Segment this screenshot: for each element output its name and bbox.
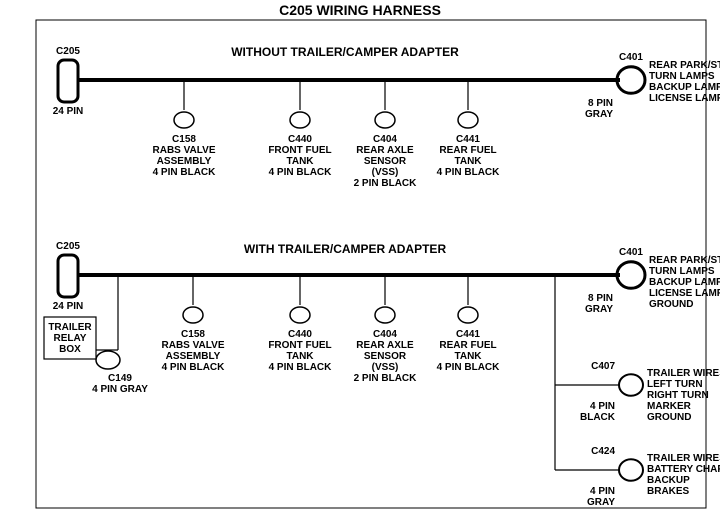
drop-text: TANK <box>454 351 482 362</box>
drop-conn <box>174 112 194 128</box>
drop-id: C158 <box>172 134 196 145</box>
drop-conn <box>375 307 395 323</box>
right-text: LICENSE LAMPS <box>649 93 720 104</box>
drop-text: SENSOR <box>364 351 407 362</box>
relay-box-text: TRAILER <box>48 322 92 333</box>
drop-id: C404 <box>373 134 397 145</box>
drop-id: C441 <box>456 134 480 145</box>
right-text: REAR PARK/STOP <box>649 60 720 71</box>
drop-text: TANK <box>286 351 314 362</box>
drop-text: (VSS) <box>372 362 399 373</box>
right-text: BACKUP LAMPS <box>649 82 720 93</box>
drop-text: REAR FUEL <box>439 145 496 156</box>
branch-text: BACKUP <box>647 475 690 486</box>
branch-id: C424 <box>591 446 615 457</box>
drop-text: REAR AXLE <box>356 340 414 351</box>
branch-text: BRAKES <box>647 486 690 497</box>
drop-text: TANK <box>286 156 314 167</box>
right-conn-pin: 8 PIN <box>588 293 613 304</box>
left-conn-pin: 24 PIN <box>53 301 84 312</box>
right-conn-id: C401 <box>619 52 643 63</box>
right-text: BACKUP LAMPS <box>649 277 720 288</box>
branch-id: C407 <box>591 361 615 372</box>
relay-box-text: RELAY <box>54 333 87 344</box>
branch-text: TRAILER WIRES <box>647 453 720 464</box>
right-conn <box>617 67 645 94</box>
drop-text: TANK <box>454 156 482 167</box>
branch-color: GRAY <box>587 497 615 508</box>
drop-text: 4 PIN BLACK <box>437 167 501 178</box>
drop-text: 2 PIN BLACK <box>354 178 418 189</box>
drop-text: 2 PIN BLACK <box>354 373 418 384</box>
branch-pin: 4 PIN <box>590 486 615 497</box>
drop-conn <box>183 307 203 323</box>
drop-text: ASSEMBLY <box>157 156 212 167</box>
relay-box-text: BOX <box>59 344 81 355</box>
drop-text: 4 PIN BLACK <box>153 167 217 178</box>
connector-rect <box>58 60 78 102</box>
left-conn-pin: 24 PIN <box>53 106 84 117</box>
connector-rect <box>58 255 78 297</box>
relay-sub: 4 PIN GRAY <box>92 384 148 395</box>
branch-text: TRAILER WIRES <box>647 368 720 379</box>
right-text: LICENSE LAMPS <box>649 288 720 299</box>
drop-conn <box>290 307 310 323</box>
drop-text: 4 PIN BLACK <box>162 362 226 373</box>
right-conn-id: C401 <box>619 247 643 258</box>
drop-id: C440 <box>288 329 312 340</box>
branch-pin: 4 PIN <box>590 401 615 412</box>
subtitle: WITHOUT TRAILER/CAMPER ADAPTER <box>231 45 459 59</box>
drop-id: C440 <box>288 134 312 145</box>
left-conn-id: C205 <box>56 46 80 57</box>
right-conn-color: GRAY <box>585 109 613 120</box>
frame <box>36 20 706 508</box>
left-conn-id: C205 <box>56 241 80 252</box>
branch-text: RIGHT TURN <box>647 390 709 401</box>
drop-text: 4 PIN BLACK <box>437 362 501 373</box>
right-text: TURN LAMPS <box>649 71 715 82</box>
subtitle: WITH TRAILER/CAMPER ADAPTER <box>244 242 447 256</box>
drop-conn <box>375 112 395 128</box>
drop-text: RABS VALVE <box>162 340 225 351</box>
branch-color: BLACK <box>580 412 616 423</box>
drop-text: FRONT FUEL <box>268 145 331 156</box>
branch-text: MARKER <box>647 401 692 412</box>
drop-text: REAR FUEL <box>439 340 496 351</box>
branch-text: LEFT TURN <box>647 379 703 390</box>
drop-conn <box>458 112 478 128</box>
branch-text: BATTERY CHARGE <box>647 464 720 475</box>
drop-id: C404 <box>373 329 397 340</box>
right-conn-color: GRAY <box>585 304 613 315</box>
drop-text: 4 PIN BLACK <box>269 167 333 178</box>
drop-text: FRONT FUEL <box>268 340 331 351</box>
right-conn <box>617 262 645 289</box>
title: C205 WIRING HARNESS <box>279 2 441 18</box>
right-text: TURN LAMPS <box>649 266 715 277</box>
drop-text: (VSS) <box>372 167 399 178</box>
right-text: GROUND <box>649 299 693 310</box>
drop-id: C441 <box>456 329 480 340</box>
drop-text: REAR AXLE <box>356 145 414 156</box>
drop-conn <box>290 112 310 128</box>
drop-text: SENSOR <box>364 156 407 167</box>
drop-text: RABS VALVE <box>153 145 216 156</box>
branch-conn <box>619 459 643 481</box>
drop-id: C158 <box>181 329 205 340</box>
right-conn-pin: 8 PIN <box>588 98 613 109</box>
branch-conn <box>619 374 643 396</box>
right-text: REAR PARK/STOP <box>649 255 720 266</box>
drop-text: 4 PIN BLACK <box>269 362 333 373</box>
branch-text: GROUND <box>647 412 691 423</box>
relay-id: C149 <box>108 373 132 384</box>
relay-conn <box>96 351 120 369</box>
drop-conn <box>458 307 478 323</box>
drop-text: ASSEMBLY <box>166 351 221 362</box>
